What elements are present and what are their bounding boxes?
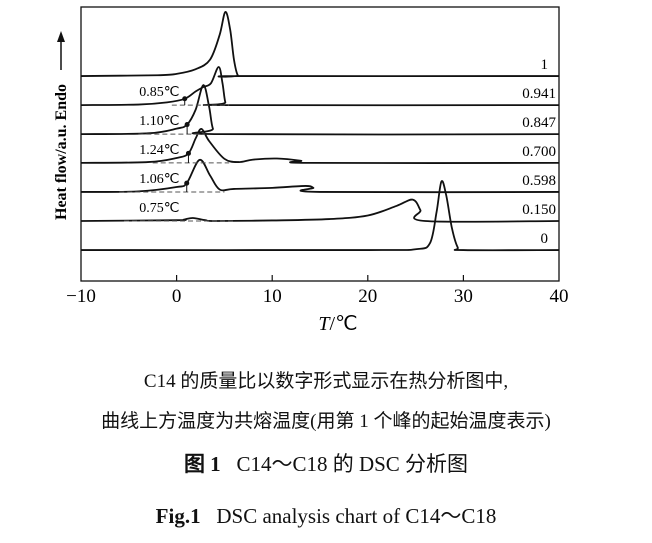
figure-title-cn: 图 1 C14～C18 的 DSC 分析图 — [0, 448, 652, 478]
series-line-0.941 — [80, 66, 560, 107]
onset-temperature-label: 0.85℃ — [139, 85, 179, 100]
dsc-chart: −10 0 10 20 30 40 1 0.941 0.85℃ 0.847 1.10℃ 0.700 1… — [53, 6, 569, 335]
series-line-0.150 — [80, 198, 560, 223]
series-line-0.598 — [80, 158, 560, 194]
onset-marker — [184, 122, 190, 128]
series-label: 0.598 — [522, 173, 556, 189]
x-tick-label: 10 — [263, 286, 282, 307]
x-tick-label: 30 — [454, 286, 473, 307]
figure-text-cn: C14～C18 的 DSC 分析图 — [236, 452, 469, 476]
series-label: 0.847 — [522, 115, 556, 131]
plot-frame — [80, 6, 560, 282]
series-line-1 — [80, 11, 560, 78]
x-tick-label: 40 — [550, 286, 569, 307]
onset-temperature-label: 0.75℃ — [139, 201, 179, 216]
y-axis-label: Heat flow/a.u. Endo — [53, 84, 70, 220]
series-line-0.700 — [80, 128, 560, 164]
onset-marker — [182, 96, 188, 102]
series-label: 0.941 — [522, 86, 556, 102]
series-line-0.847 — [80, 84, 560, 136]
figure-title-en: Fig.1 DSC analysis chart of C14～C18 — [0, 500, 652, 530]
series-label: 0.150 — [522, 202, 556, 218]
caption-line-2: 曲线上方温度为共熔温度(用第 1 个峰的起始温度表示) — [101, 411, 551, 432]
onset-marker — [185, 150, 191, 156]
series-line-0 — [80, 180, 560, 252]
x-tick-label: 20 — [358, 286, 377, 307]
series-label: 0 — [541, 231, 549, 247]
figure-text-en: DSC analysis chart of C14～C18 — [216, 504, 497, 528]
series-label: 1 — [541, 57, 549, 73]
onset-temperature-label: 1.24℃ — [139, 143, 179, 158]
caption-line-1: C14 的质量比以数字形式显示在热分析图中, — [143, 371, 509, 392]
onset-temperature-label: 1.06℃ — [139, 172, 179, 187]
onset-marker — [184, 180, 190, 186]
x-axis-label: T/℃ — [318, 313, 357, 335]
x-tick-label: −10 — [66, 286, 96, 307]
x-tick-label: 0 — [172, 286, 182, 307]
y-axis-arrow-icon — [57, 31, 65, 70]
figure-label-en: Fig.1 — [155, 504, 201, 528]
onset-temperature-label: 1.10℃ — [139, 114, 179, 129]
series-label: 0.700 — [522, 144, 556, 160]
figure-label-cn: 图 1 — [183, 452, 221, 476]
